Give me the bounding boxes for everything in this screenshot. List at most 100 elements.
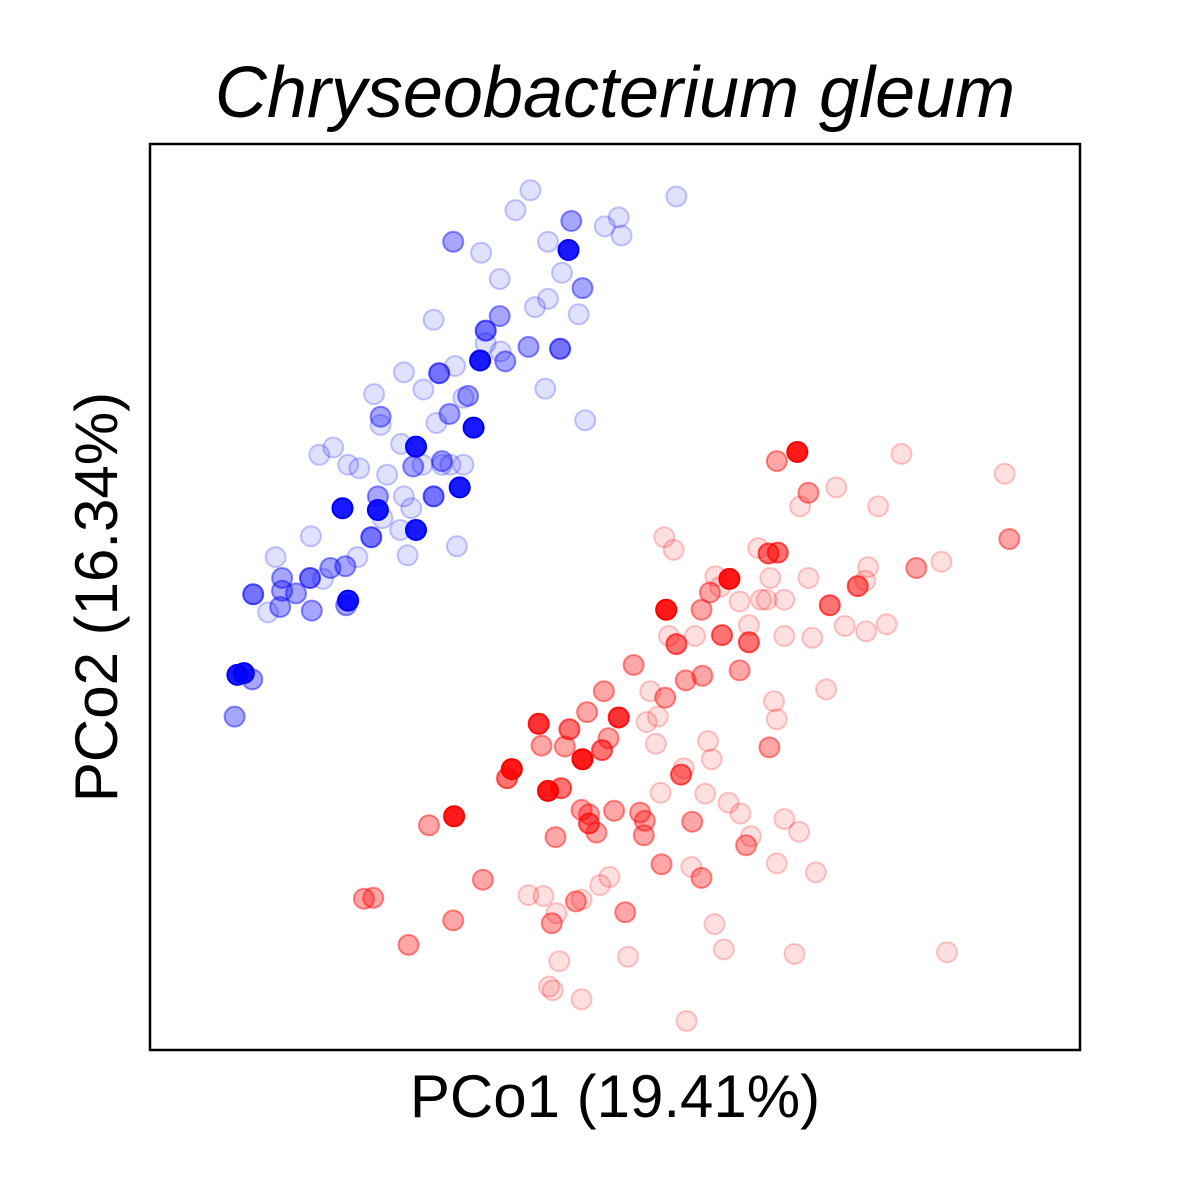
scatter-point (622, 654, 645, 676)
scatter-point (632, 824, 655, 847)
scatter-point (825, 476, 848, 499)
scatter-point (739, 825, 762, 848)
scatter-point (712, 938, 735, 961)
scatter-point (930, 550, 953, 573)
scatter-point (690, 598, 713, 621)
scatter-point (654, 686, 677, 709)
scatter-point (875, 613, 898, 636)
scatter-point (517, 884, 540, 907)
scatter-point (418, 814, 440, 837)
scatter-point (735, 834, 758, 857)
scatter-point (694, 782, 717, 805)
scatter-point (650, 853, 673, 876)
scatter-point (674, 669, 697, 692)
scatter-point (765, 708, 788, 731)
scatter-point (617, 945, 639, 968)
scatter-point (655, 598, 678, 621)
scatter-point (257, 601, 280, 624)
scatter-point (773, 625, 796, 647)
scatter-point (890, 442, 913, 465)
scatter-point (500, 758, 523, 781)
scatter-point (532, 885, 555, 907)
scatter-point (299, 567, 321, 589)
scatter-point (797, 567, 820, 589)
scatter-point (665, 185, 688, 208)
scatter-point (551, 261, 573, 284)
scatter-point (765, 852, 788, 875)
scatter-point (226, 663, 249, 686)
scatter-point (786, 441, 809, 463)
scatter-point (571, 748, 594, 771)
scatter-point (993, 462, 1016, 485)
scatter-point (462, 416, 485, 439)
scatter-point (471, 868, 494, 891)
scatter-point (369, 405, 392, 428)
scatter-point (442, 230, 465, 253)
scatter-point (422, 308, 445, 331)
scatter-point (629, 801, 652, 824)
scatter-point (815, 678, 838, 701)
y-axis-label: PCo2 (16.34%) (63, 392, 130, 802)
scatter-point (360, 526, 383, 549)
scatter-point (376, 463, 399, 486)
scatter-point (649, 781, 672, 804)
scatter-point (549, 337, 572, 360)
points-layer (223, 179, 1021, 1032)
scatter-point (369, 413, 392, 436)
scatter-point (567, 303, 590, 326)
scatter-point (534, 377, 557, 400)
scatter-point (789, 495, 812, 518)
scatter-point (591, 739, 613, 762)
scatter-point (571, 277, 594, 300)
scatter-point (348, 457, 371, 480)
scatter-point (537, 287, 559, 310)
scatter-point (905, 557, 928, 579)
scatter-point (545, 902, 568, 925)
scatter-point (867, 495, 890, 518)
scatter-point (366, 499, 389, 521)
scatter-point (422, 485, 445, 508)
scatter-point (570, 888, 593, 911)
scatter-point (691, 664, 714, 687)
scatter-point (759, 567, 782, 589)
scatter-point (445, 535, 468, 558)
scatter-point (392, 485, 415, 508)
scatter-point (603, 799, 626, 822)
scatter-point (392, 361, 415, 384)
scatter-point (737, 631, 760, 654)
scatter-point (438, 403, 461, 425)
scatter-point (538, 975, 560, 998)
scatter-point (346, 546, 369, 569)
scatter-point (589, 874, 612, 897)
scatter-point (801, 626, 824, 649)
scatter-point (833, 615, 856, 637)
scatter-point (846, 575, 869, 598)
scatter-point (428, 362, 451, 385)
scatter-point (488, 268, 511, 290)
scatter-point (469, 349, 492, 372)
scatter-point (729, 802, 752, 825)
scatter-point (700, 748, 723, 771)
scatter-point (530, 734, 553, 757)
scatter-point (665, 633, 688, 656)
scatter-point (362, 886, 385, 909)
scatter-point (439, 453, 462, 476)
scatter-point (504, 199, 527, 222)
scatter-point (578, 812, 600, 835)
scatter-point (574, 409, 597, 432)
scatter-point (592, 680, 615, 703)
scatter-point (264, 546, 287, 569)
scatter-point (711, 624, 733, 647)
scatter-point (773, 588, 796, 611)
scatter-point (728, 590, 751, 613)
scatter-point (457, 384, 480, 407)
scatter-point (703, 913, 726, 936)
scatter-point (405, 435, 427, 458)
scatter-point (337, 453, 360, 476)
scatter-point (773, 808, 796, 830)
scatter-point (396, 544, 419, 567)
scatter-point (750, 588, 772, 611)
scatter-point (763, 690, 785, 713)
scatter-point (633, 809, 656, 832)
scatter-point (804, 861, 827, 884)
